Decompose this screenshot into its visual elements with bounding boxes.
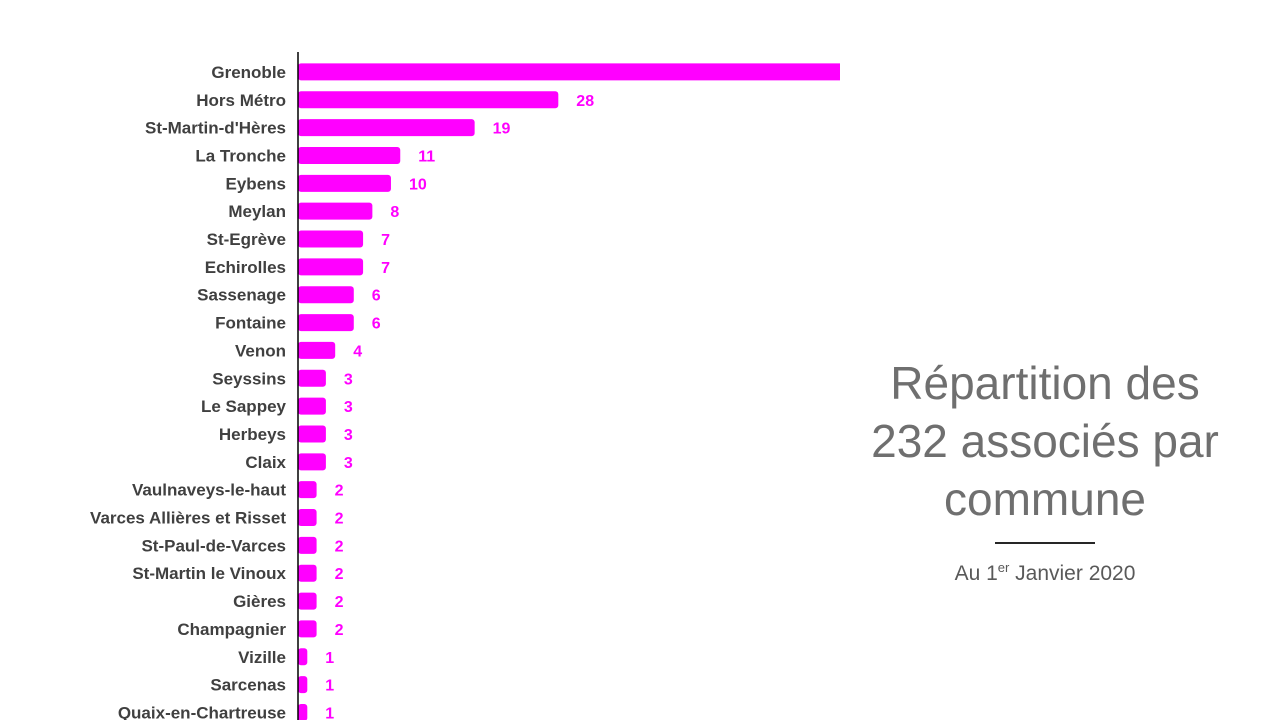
bar	[298, 509, 317, 527]
category-label: Grenoble	[211, 63, 286, 82]
subtitle-prefix: Au 1	[954, 562, 998, 585]
value-label: 2	[335, 566, 344, 583]
bar	[298, 564, 317, 582]
bars	[298, 63, 840, 720]
value-label: 2	[335, 594, 344, 611]
value-label: 7	[381, 232, 390, 249]
category-label: Claix	[245, 453, 286, 472]
bar	[298, 453, 326, 471]
category-labels: Grenoble Hors Métro St-Martin-d'Hères La Tr…	[90, 63, 286, 720]
bar	[298, 258, 364, 276]
category-label: Hors Métro	[196, 91, 286, 110]
value-label: 7	[381, 260, 390, 277]
category-label: St-Martin-d'Hères	[145, 119, 286, 138]
value-label: 3	[344, 371, 353, 388]
bar	[298, 286, 354, 304]
value-label: 28	[576, 93, 594, 110]
category-label: Sassenage	[197, 286, 286, 305]
value-label: 2	[335, 511, 344, 528]
bar	[298, 676, 308, 694]
category-label: Echirolles	[205, 258, 286, 277]
value-label: 1	[325, 650, 334, 667]
bar	[298, 592, 317, 610]
value-label: 19	[493, 121, 511, 138]
value-label: 11	[418, 148, 435, 165]
value-labels: 91281911108776643333222222111	[325, 93, 594, 720]
category-label: Fontaine	[215, 314, 286, 333]
category-label: Sarcenas	[210, 676, 286, 695]
category-label: La Tronche	[195, 146, 286, 165]
bar	[298, 425, 326, 443]
bar	[298, 703, 308, 720]
chart-title: Répartition des 232 associés par commune	[871, 357, 1219, 525]
value-label: 2	[335, 538, 344, 555]
value-label: 8	[390, 204, 399, 221]
category-label: Vizille	[238, 648, 286, 667]
value-label: 10	[409, 176, 427, 193]
bar	[298, 397, 326, 415]
bar	[298, 63, 840, 81]
bar	[298, 202, 373, 220]
bar	[298, 314, 354, 332]
category-label: Meylan	[228, 202, 286, 221]
title-block: Répartition des 232 associés par commune…	[850, 354, 1240, 586]
category-label: St-Egrève	[207, 230, 286, 249]
title-divider	[995, 542, 1095, 544]
bar	[298, 341, 336, 359]
subtitle-superscript: er	[997, 560, 1010, 575]
category-label: Seyssins	[212, 369, 286, 388]
value-label: 4	[353, 343, 362, 360]
category-label: St-Paul-de-Varces	[141, 536, 286, 555]
bar	[298, 369, 326, 387]
bar	[298, 91, 559, 109]
value-label: 3	[344, 399, 353, 416]
bar	[298, 230, 364, 248]
value-label: 1	[325, 705, 334, 720]
bar	[298, 648, 308, 666]
value-label: 2	[335, 483, 344, 500]
category-label: Gières	[233, 592, 286, 611]
bar-chart: Grenoble Hors Métro St-Martin-d'Hères La Tr…	[90, 52, 840, 720]
subtitle-suffix: Janvier 2020	[1009, 562, 1136, 585]
category-label: Herbeys	[219, 425, 286, 444]
value-label: 2	[335, 622, 344, 639]
category-label: Vaulnaveys-le-haut	[132, 481, 286, 500]
bar	[298, 174, 391, 192]
bar	[298, 119, 475, 137]
chart-subtitle: Au 1er Janvier 2020	[850, 560, 1240, 586]
bar	[298, 146, 401, 164]
category-label: Quaix-en-Chartreuse	[118, 703, 286, 720]
value-label: 3	[344, 427, 353, 444]
bar	[298, 481, 317, 499]
category-label: St-Martin le Vinoux	[132, 564, 286, 583]
category-label: Champagnier	[177, 620, 286, 639]
value-label: 6	[372, 288, 381, 305]
bar	[298, 536, 317, 554]
bar	[298, 620, 317, 638]
value-label: 3	[344, 455, 353, 472]
category-label: Varces Allières et Risset	[90, 509, 286, 528]
category-label: Le Sappey	[201, 397, 287, 416]
value-label: 6	[372, 316, 381, 333]
category-label: Eybens	[226, 174, 286, 193]
category-label: Venon	[235, 341, 286, 360]
value-label: 1	[325, 678, 334, 695]
